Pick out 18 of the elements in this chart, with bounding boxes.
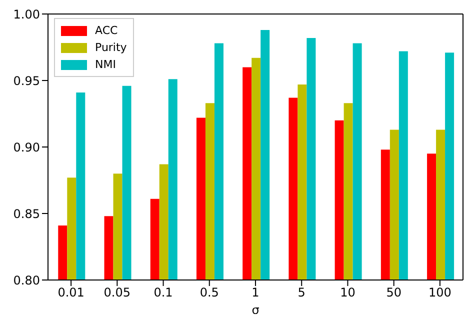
y-tick-label: 0.85: [13, 206, 40, 221]
y-tick-label: 0.95: [13, 74, 40, 88]
y-tick-label: 0.90: [13, 140, 40, 154]
x-tick-label: 0.05: [104, 286, 131, 300]
x-tick-label: 1: [252, 286, 260, 300]
x-tick-label: 5: [298, 286, 306, 300]
x-tick-label: 10: [340, 286, 356, 300]
legend-label: ACC: [95, 24, 118, 37]
x-axis-title: σ: [252, 303, 260, 317]
y-tick-label: 0.80: [13, 273, 40, 288]
x-tick-label: 100: [428, 286, 452, 300]
legend-label: Purity: [95, 41, 127, 54]
x-tick-label: 0.5: [200, 286, 219, 300]
legend-label: NMI: [95, 58, 116, 71]
x-tick-label: 0.01: [58, 286, 84, 300]
y-tick-label: 1.00: [13, 7, 40, 22]
x-tick-label: 0.1: [154, 286, 173, 300]
x-tick-label: 50: [386, 286, 402, 300]
